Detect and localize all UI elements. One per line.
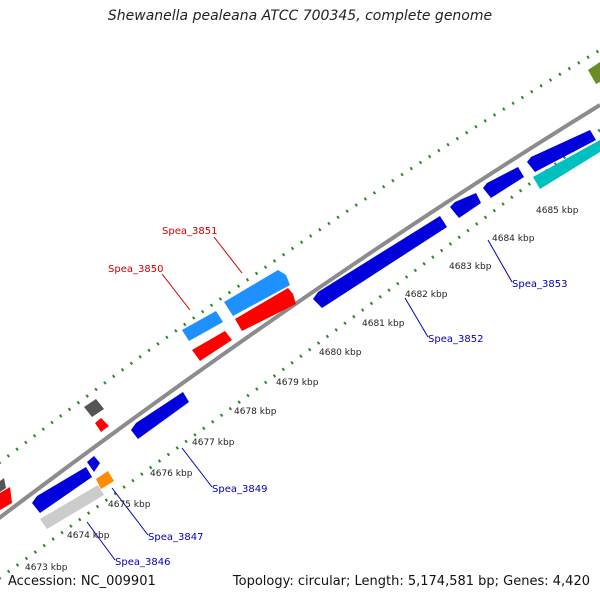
- gene-feature[interactable]: [96, 471, 114, 489]
- gc-content-ring-inner: [0, 128, 600, 580]
- label-connector: [213, 236, 243, 274]
- gene-feature[interactable]: [588, 62, 600, 84]
- gene-label[interactable]: Spea_3849: [212, 484, 267, 495]
- position-tick-label: 4681 kbp: [362, 319, 405, 329]
- position-tick-label: 4677 kbp: [192, 438, 235, 448]
- label-connector: [111, 487, 149, 536]
- position-tick-label: 4678 kbp: [234, 407, 277, 417]
- accession-label: Accession: NC_009901: [8, 574, 156, 589]
- gene-feature[interactable]: [95, 418, 109, 432]
- label-connector: [487, 239, 513, 283]
- label-connector: [181, 447, 213, 488]
- gene-feature[interactable]: [0, 487, 12, 510]
- position-tick-label: 4679 kbp: [276, 378, 319, 388]
- gene-feature[interactable]: [527, 130, 596, 172]
- gene-feature[interactable]: [131, 392, 189, 439]
- gc-content-ring-outer: [0, 48, 600, 465]
- gene-feature[interactable]: [182, 311, 223, 341]
- gene-labels: Spea_3851 Spea_3850 Spea_3853 Spea_3852 …: [108, 226, 567, 568]
- gene-feature[interactable]: [40, 485, 104, 529]
- label-connector: [86, 521, 116, 561]
- gene-feature[interactable]: [87, 456, 100, 472]
- features-layer: [0, 62, 600, 529]
- position-tick-label: 4684 kbp: [492, 234, 535, 244]
- gene-feature[interactable]: [192, 331, 232, 361]
- gene-label[interactable]: Spea_3846: [115, 557, 170, 568]
- gene-feature[interactable]: [0, 478, 6, 492]
- gene-feature[interactable]: [224, 270, 290, 316]
- position-tick-label: 4675 kbp: [108, 500, 151, 510]
- genome-info-label: Topology: circular; Length: 5,174,581 bp…: [232, 574, 590, 589]
- genome-backbone: [0, 103, 600, 520]
- label-connector: [161, 273, 191, 311]
- position-tick-label: 4673 kbp: [25, 563, 68, 573]
- gene-feature[interactable]: [450, 193, 481, 218]
- position-tick-label: 4674 kbp: [67, 531, 110, 541]
- gene-label[interactable]: Spea_3850: [108, 264, 163, 275]
- map-title: Shewanella pealeana ATCC 700345, complet…: [107, 8, 493, 24]
- gene-feature[interactable]: [483, 167, 524, 198]
- gene-label[interactable]: Spea_3853: [512, 279, 567, 290]
- gene-feature[interactable]: [235, 288, 296, 331]
- gene-label-connectors: [86, 236, 513, 561]
- gene-feature[interactable]: [32, 467, 92, 513]
- position-tick-label: 4685 kbp: [536, 206, 579, 216]
- position-tick-label: 4683 kbp: [449, 262, 492, 272]
- label-connector: [404, 297, 429, 338]
- gene-feature[interactable]: [533, 140, 600, 189]
- gene-label[interactable]: Spea_3847: [148, 532, 203, 543]
- position-tick-label: 4682 kbp: [405, 290, 448, 300]
- position-ticks: 4673 kbp 4674 kbp 4675 kbp 4676 kbp 4677…: [25, 206, 579, 573]
- gene-feature[interactable]: [84, 399, 104, 417]
- gene-feature[interactable]: [313, 216, 447, 308]
- gene-label[interactable]: Spea_3851: [162, 226, 217, 237]
- position-tick-label: 4676 kbp: [150, 469, 193, 479]
- position-tick-label: 4680 kbp: [319, 348, 362, 358]
- gene-label[interactable]: Spea_3852: [428, 334, 483, 345]
